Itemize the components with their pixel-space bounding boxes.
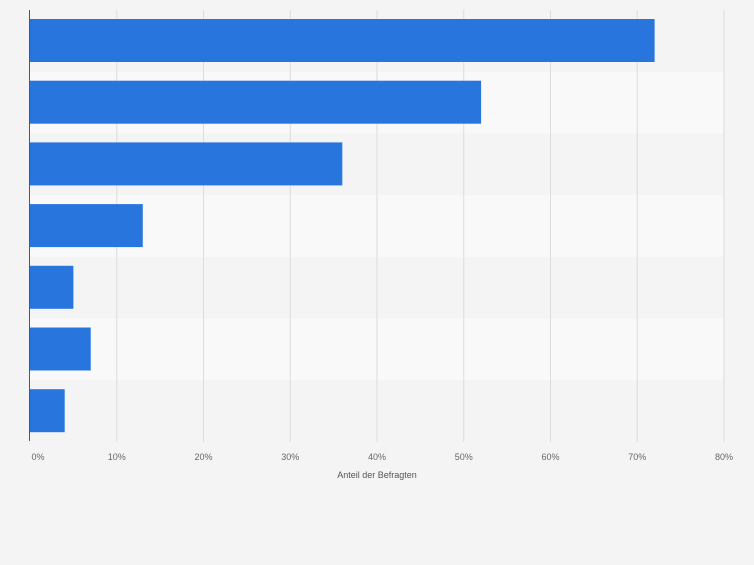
x-tick-labels: 0% 10% 20% 30% 40% 50% 60% 70% 80% bbox=[31, 452, 733, 462]
bar[interactable] bbox=[30, 204, 143, 248]
bar[interactable] bbox=[30, 80, 482, 124]
bar[interactable] bbox=[30, 19, 655, 62]
bar[interactable] bbox=[30, 389, 65, 433]
x-tick-label: 0% bbox=[31, 452, 44, 462]
x-tick-label: 20% bbox=[194, 452, 212, 462]
x-tick-label: 60% bbox=[541, 452, 559, 462]
x-tick-label: 40% bbox=[368, 452, 386, 462]
bar[interactable] bbox=[30, 327, 91, 371]
x-tick-label: 70% bbox=[628, 452, 646, 462]
x-tick-label: 10% bbox=[108, 452, 126, 462]
x-tick-label: 50% bbox=[455, 452, 473, 462]
x-tick-label: 30% bbox=[281, 452, 299, 462]
bar[interactable] bbox=[30, 265, 74, 309]
bars bbox=[30, 19, 655, 433]
x-axis-title: Anteil der Befragten bbox=[337, 470, 417, 480]
bar[interactable] bbox=[30, 142, 343, 186]
x-tick-label: 80% bbox=[715, 452, 733, 462]
